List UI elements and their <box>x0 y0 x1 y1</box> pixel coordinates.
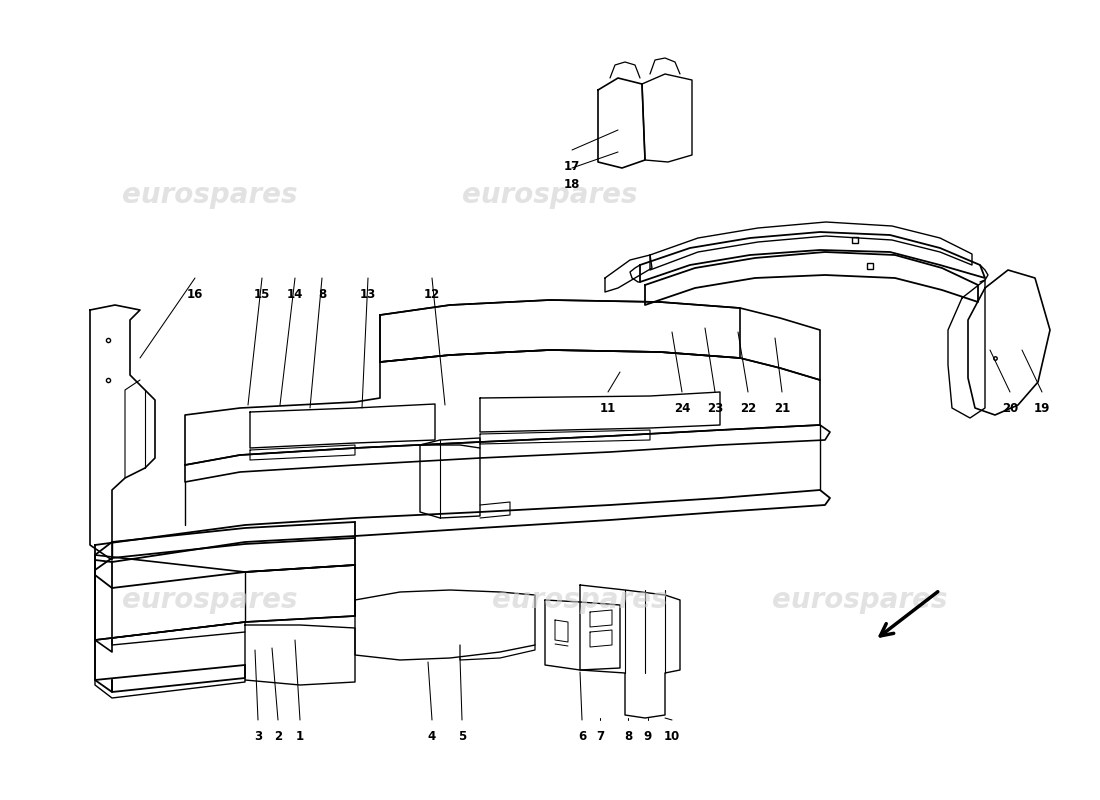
Text: 9: 9 <box>644 730 652 743</box>
Text: 17: 17 <box>564 160 580 173</box>
Text: 21: 21 <box>774 402 790 415</box>
Text: 24: 24 <box>674 402 690 415</box>
Text: 13: 13 <box>360 288 376 301</box>
Text: eurospares: eurospares <box>772 586 948 614</box>
Text: eurospares: eurospares <box>462 181 638 209</box>
Text: 1: 1 <box>296 730 304 743</box>
Text: 23: 23 <box>707 402 723 415</box>
Text: 2: 2 <box>274 730 282 743</box>
Text: 6: 6 <box>578 730 586 743</box>
Text: 16: 16 <box>187 288 204 301</box>
Text: eurospares: eurospares <box>122 181 298 209</box>
Text: 8: 8 <box>318 288 326 301</box>
Text: 14: 14 <box>287 288 304 301</box>
Text: eurospares: eurospares <box>122 586 298 614</box>
Text: 20: 20 <box>1002 402 1019 415</box>
Text: 12: 12 <box>424 288 440 301</box>
Text: 7: 7 <box>596 730 604 743</box>
Text: 22: 22 <box>740 402 756 415</box>
Text: eurospares: eurospares <box>493 586 668 614</box>
Text: 4: 4 <box>428 730 436 743</box>
Text: 5: 5 <box>458 730 466 743</box>
Text: 8: 8 <box>624 730 632 743</box>
Text: 11: 11 <box>600 402 616 415</box>
Text: 15: 15 <box>254 288 271 301</box>
Text: 3: 3 <box>254 730 262 743</box>
Text: 18: 18 <box>564 178 580 191</box>
Text: 19: 19 <box>1034 402 1050 415</box>
Text: 10: 10 <box>664 730 680 743</box>
